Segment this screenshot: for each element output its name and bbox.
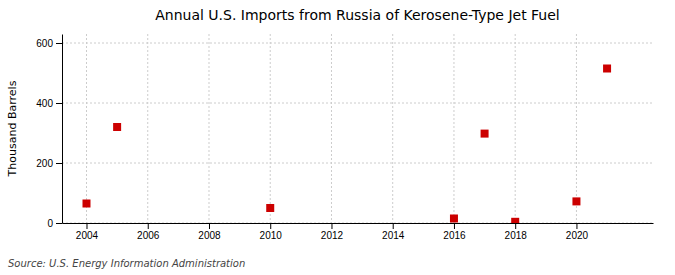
y-axis-line bbox=[62, 35, 63, 224]
x-tick: 2014 bbox=[382, 223, 405, 241]
x-tick-label: 2004 bbox=[76, 230, 99, 241]
y-axis-title: Thousand Barrels bbox=[6, 80, 19, 177]
grid-line-x bbox=[86, 34, 87, 223]
x-tick-mark bbox=[576, 223, 577, 229]
x-tick-label: 2020 bbox=[566, 230, 589, 241]
y-tick-label: 400 bbox=[36, 98, 53, 109]
x-tick-mark bbox=[209, 223, 210, 229]
x-tick: 2016 bbox=[443, 223, 466, 241]
x-tick-mark bbox=[331, 223, 332, 229]
y-tick: 200 bbox=[36, 158, 62, 169]
grid-line-y bbox=[62, 163, 653, 164]
grid-line-y bbox=[62, 43, 653, 44]
point bbox=[511, 218, 519, 223]
grid bbox=[62, 34, 653, 223]
x-tick-label: 2008 bbox=[198, 230, 221, 241]
x-tick: 2004 bbox=[76, 223, 99, 241]
x-tick-label: 2018 bbox=[505, 230, 528, 241]
grid-line-x bbox=[331, 34, 332, 223]
grid-line-y bbox=[62, 103, 653, 104]
grid-line-x bbox=[392, 34, 393, 223]
grid-line-x bbox=[208, 34, 209, 223]
x-tick-mark bbox=[270, 223, 271, 229]
chart: 2004 2006 2008 2010 2012 2014 2016 2018 2020 0 200… bbox=[0, 0, 675, 275]
x-tick: 2020 bbox=[566, 223, 589, 241]
point bbox=[266, 204, 274, 212]
grid-line-y bbox=[62, 223, 653, 224]
y-tick-mark bbox=[56, 103, 62, 104]
grid-line-x bbox=[147, 34, 148, 223]
y-tick-label: 600 bbox=[36, 38, 53, 49]
grid-line-x bbox=[270, 34, 271, 223]
x-tick: 2006 bbox=[137, 223, 160, 241]
y-tick-mark bbox=[56, 43, 62, 44]
y-tick: 400 bbox=[36, 98, 62, 109]
point bbox=[572, 197, 580, 205]
x-tick-mark bbox=[393, 223, 394, 229]
point bbox=[450, 215, 458, 223]
source: Source: U.S. Energy Information Administ… bbox=[8, 258, 245, 269]
x-tick-label: 2012 bbox=[321, 230, 344, 241]
x-axis-line bbox=[63, 223, 654, 224]
x-tick: 2010 bbox=[260, 223, 283, 241]
y-tick: 600 bbox=[36, 38, 62, 49]
x-tick-label: 2010 bbox=[260, 230, 283, 241]
y-tick-mark bbox=[56, 223, 62, 224]
x-tick-mark bbox=[515, 223, 516, 229]
x-tick: 2012 bbox=[321, 223, 344, 241]
x-tick-mark bbox=[454, 223, 455, 229]
points bbox=[82, 65, 611, 224]
x-tick: 2008 bbox=[198, 223, 221, 241]
point bbox=[82, 200, 90, 208]
x-axis: 2004 2006 2008 2010 2012 2014 2016 2018 2020 bbox=[63, 223, 654, 241]
grid-line-x bbox=[515, 34, 516, 223]
y-tick-label: 0 bbox=[47, 218, 53, 229]
x-tick: 2018 bbox=[505, 223, 528, 241]
grid-line-x bbox=[576, 34, 577, 223]
y-tick-label: 200 bbox=[36, 158, 53, 169]
point bbox=[603, 65, 611, 73]
x-tick-label: 2014 bbox=[382, 230, 405, 241]
plot: 2004 2006 2008 2010 2012 2014 2016 2018 2020 0 200… bbox=[36, 34, 653, 241]
y-tick: 0 bbox=[47, 218, 62, 229]
x-tick-mark bbox=[148, 223, 149, 229]
title: Annual U.S. Imports from Russia of Keros… bbox=[155, 7, 559, 23]
y-tick-mark bbox=[56, 163, 62, 164]
point bbox=[113, 123, 121, 131]
grid-line-x bbox=[453, 34, 454, 223]
x-tick-mark bbox=[86, 223, 87, 229]
y-axis: 0 200 400 600 bbox=[36, 35, 62, 229]
x-tick-label: 2006 bbox=[137, 230, 160, 241]
x-tick-label: 2016 bbox=[443, 230, 466, 241]
point bbox=[481, 130, 489, 138]
